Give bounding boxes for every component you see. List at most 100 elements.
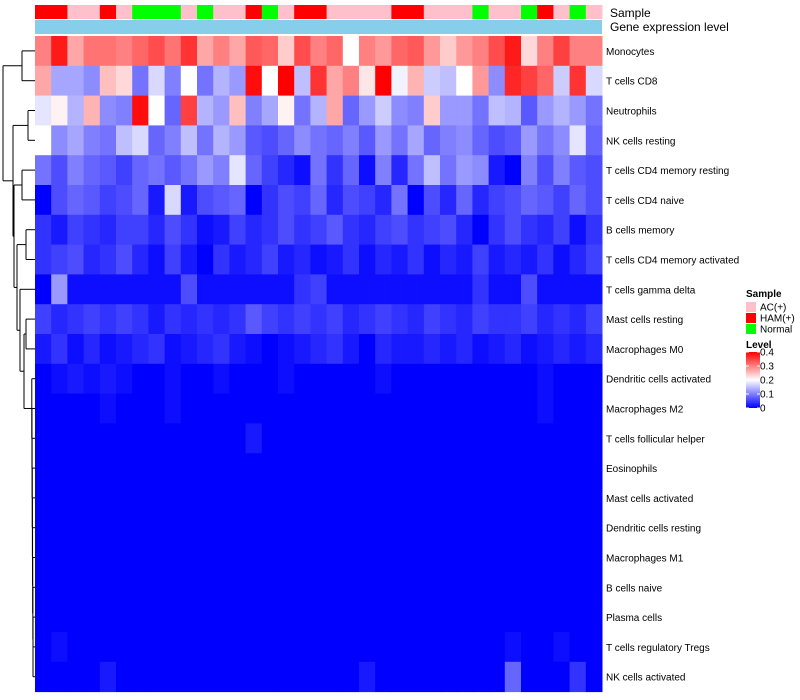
heatmap-cell bbox=[488, 65, 506, 97]
heatmap-cell bbox=[423, 36, 441, 67]
heatmap-cell bbox=[35, 36, 52, 67]
heatmap-cell bbox=[342, 363, 360, 395]
heatmap-cell bbox=[342, 65, 360, 97]
heatmap-cell bbox=[585, 512, 603, 544]
heatmap-cell bbox=[245, 661, 263, 693]
heatmap-cell bbox=[197, 363, 214, 395]
heatmap-cell bbox=[342, 214, 360, 246]
heatmap-cell bbox=[521, 185, 538, 216]
heatmap-cell bbox=[585, 36, 603, 67]
heatmap-cell bbox=[488, 36, 506, 67]
heatmap-cell bbox=[213, 632, 230, 663]
row-label: Plasma cells bbox=[606, 613, 662, 624]
heatmap-cell bbox=[391, 304, 409, 335]
heatmap-cell bbox=[35, 334, 52, 365]
heatmap-cell bbox=[99, 423, 117, 454]
heatmap-cell bbox=[504, 572, 522, 603]
heatmap-cell bbox=[585, 65, 603, 97]
heatmap-cell bbox=[391, 244, 409, 275]
heatmap-cell bbox=[585, 632, 603, 663]
heatmap-cell bbox=[423, 512, 441, 544]
heatmap-cell bbox=[116, 542, 133, 573]
heatmap-cell bbox=[83, 453, 101, 484]
heatmap-cell bbox=[440, 125, 457, 156]
heatmap-cell bbox=[391, 363, 409, 395]
heatmap-cell bbox=[261, 65, 279, 97]
heatmap-cell bbox=[180, 483, 198, 514]
heatmap-cell bbox=[180, 363, 198, 395]
heatmap-cell bbox=[132, 661, 149, 693]
heatmap-cell bbox=[342, 95, 360, 126]
heatmap-cell bbox=[488, 393, 506, 424]
sample-annotation-cell bbox=[99, 5, 117, 19]
heatmap-cell bbox=[472, 125, 490, 156]
heatmap-cell bbox=[116, 393, 133, 424]
heatmap-cell bbox=[504, 36, 522, 67]
heatmap-cell bbox=[456, 274, 473, 305]
heatmap-cell bbox=[67, 125, 85, 156]
heatmap-cell bbox=[537, 65, 554, 97]
heatmap-cell bbox=[67, 363, 85, 395]
heatmap-cell bbox=[261, 185, 279, 216]
heatmap-cell bbox=[180, 542, 198, 573]
heatmap-cell bbox=[537, 542, 554, 573]
heatmap-cell bbox=[35, 483, 52, 514]
heatmap-cell bbox=[521, 661, 538, 693]
heatmap-cell bbox=[326, 125, 344, 156]
heatmap-cell bbox=[456, 453, 473, 484]
sample-annotation-cell bbox=[359, 5, 376, 19]
heatmap-cell bbox=[278, 512, 295, 544]
heatmap-cell bbox=[294, 632, 311, 663]
heatmap-cell bbox=[213, 36, 230, 67]
heatmap-cell bbox=[294, 244, 311, 275]
heatmap-cell bbox=[375, 125, 392, 156]
heatmap-cell bbox=[132, 542, 149, 573]
heatmap-cell bbox=[569, 602, 587, 633]
heatmap-cell bbox=[359, 304, 376, 335]
heatmap-cell bbox=[375, 334, 392, 365]
heatmap-cell bbox=[310, 602, 328, 633]
sample-annotation-cell bbox=[488, 5, 506, 19]
heatmap-cell bbox=[67, 483, 85, 514]
heatmap-cell bbox=[116, 244, 133, 275]
heatmap-cell bbox=[521, 36, 538, 67]
heatmap-cell bbox=[310, 244, 328, 275]
heatmap-cell bbox=[488, 423, 506, 454]
heatmap-cell bbox=[132, 244, 149, 275]
heatmap-cell bbox=[375, 632, 392, 663]
heatmap-cell bbox=[488, 125, 506, 156]
heatmap-cell bbox=[245, 453, 263, 484]
heatmap-cell bbox=[278, 36, 295, 67]
heatmap-cell bbox=[116, 632, 133, 663]
heatmap-cell bbox=[440, 512, 457, 544]
heatmap-cell bbox=[83, 36, 101, 67]
heatmap-cell bbox=[423, 274, 441, 305]
heatmap-cell bbox=[67, 334, 85, 365]
heatmap-cell bbox=[423, 334, 441, 365]
heatmap-cell bbox=[116, 363, 133, 395]
heatmap-cell bbox=[116, 572, 133, 603]
heatmap-cell bbox=[278, 65, 295, 97]
heatmap-cell bbox=[229, 393, 247, 424]
heatmap-cell bbox=[375, 423, 392, 454]
sample-annotation-cell bbox=[213, 5, 230, 19]
heatmap-cell bbox=[423, 602, 441, 633]
heatmap-cell bbox=[423, 95, 441, 126]
heatmap-cell bbox=[278, 95, 295, 126]
heatmap-cell bbox=[504, 453, 522, 484]
heatmap-cell bbox=[197, 304, 214, 335]
heatmap-cell bbox=[456, 65, 473, 97]
heatmap-cell bbox=[537, 512, 554, 544]
heatmap-cell bbox=[407, 572, 425, 603]
heatmap-cell bbox=[521, 334, 538, 365]
heatmap-cell bbox=[197, 95, 214, 126]
heatmap-cell bbox=[83, 423, 101, 454]
heatmap-cell bbox=[229, 244, 247, 275]
heatmap-cell bbox=[440, 483, 457, 514]
heatmap-cell bbox=[488, 363, 506, 395]
heatmap-cell bbox=[197, 155, 214, 186]
heatmap-cell bbox=[521, 572, 538, 603]
heatmap-cell bbox=[440, 542, 457, 573]
heatmap-cell bbox=[310, 65, 328, 97]
heatmap-cell bbox=[585, 274, 603, 305]
